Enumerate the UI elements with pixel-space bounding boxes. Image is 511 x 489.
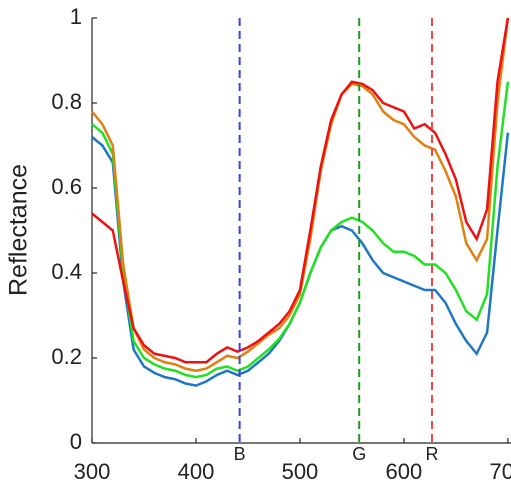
series-line: [91, 81, 510, 379]
series-line: [91, 17, 510, 373]
x-tick-label: 600: [386, 459, 423, 484]
y-tick-label: 0.8: [51, 89, 82, 114]
x-tick-label: 400: [178, 459, 215, 484]
x-tick-label: 500: [282, 459, 319, 484]
y-tick-label: 0.6: [51, 174, 82, 199]
x-tick-label: 700: [490, 459, 511, 484]
y-axis-label: Reflectance: [5, 164, 33, 296]
y-tick-label: 0.4: [51, 259, 82, 284]
y-tick-label: 0: [70, 429, 82, 454]
y-tick-label: 1: [70, 4, 82, 29]
series-line: [91, 17, 510, 364]
x-tick-label: 300: [74, 459, 111, 484]
marker-label: B: [234, 444, 246, 464]
marker-label: G: [352, 444, 366, 464]
marker-label: R: [425, 444, 438, 464]
y-tick-label: 0.2: [51, 344, 82, 369]
